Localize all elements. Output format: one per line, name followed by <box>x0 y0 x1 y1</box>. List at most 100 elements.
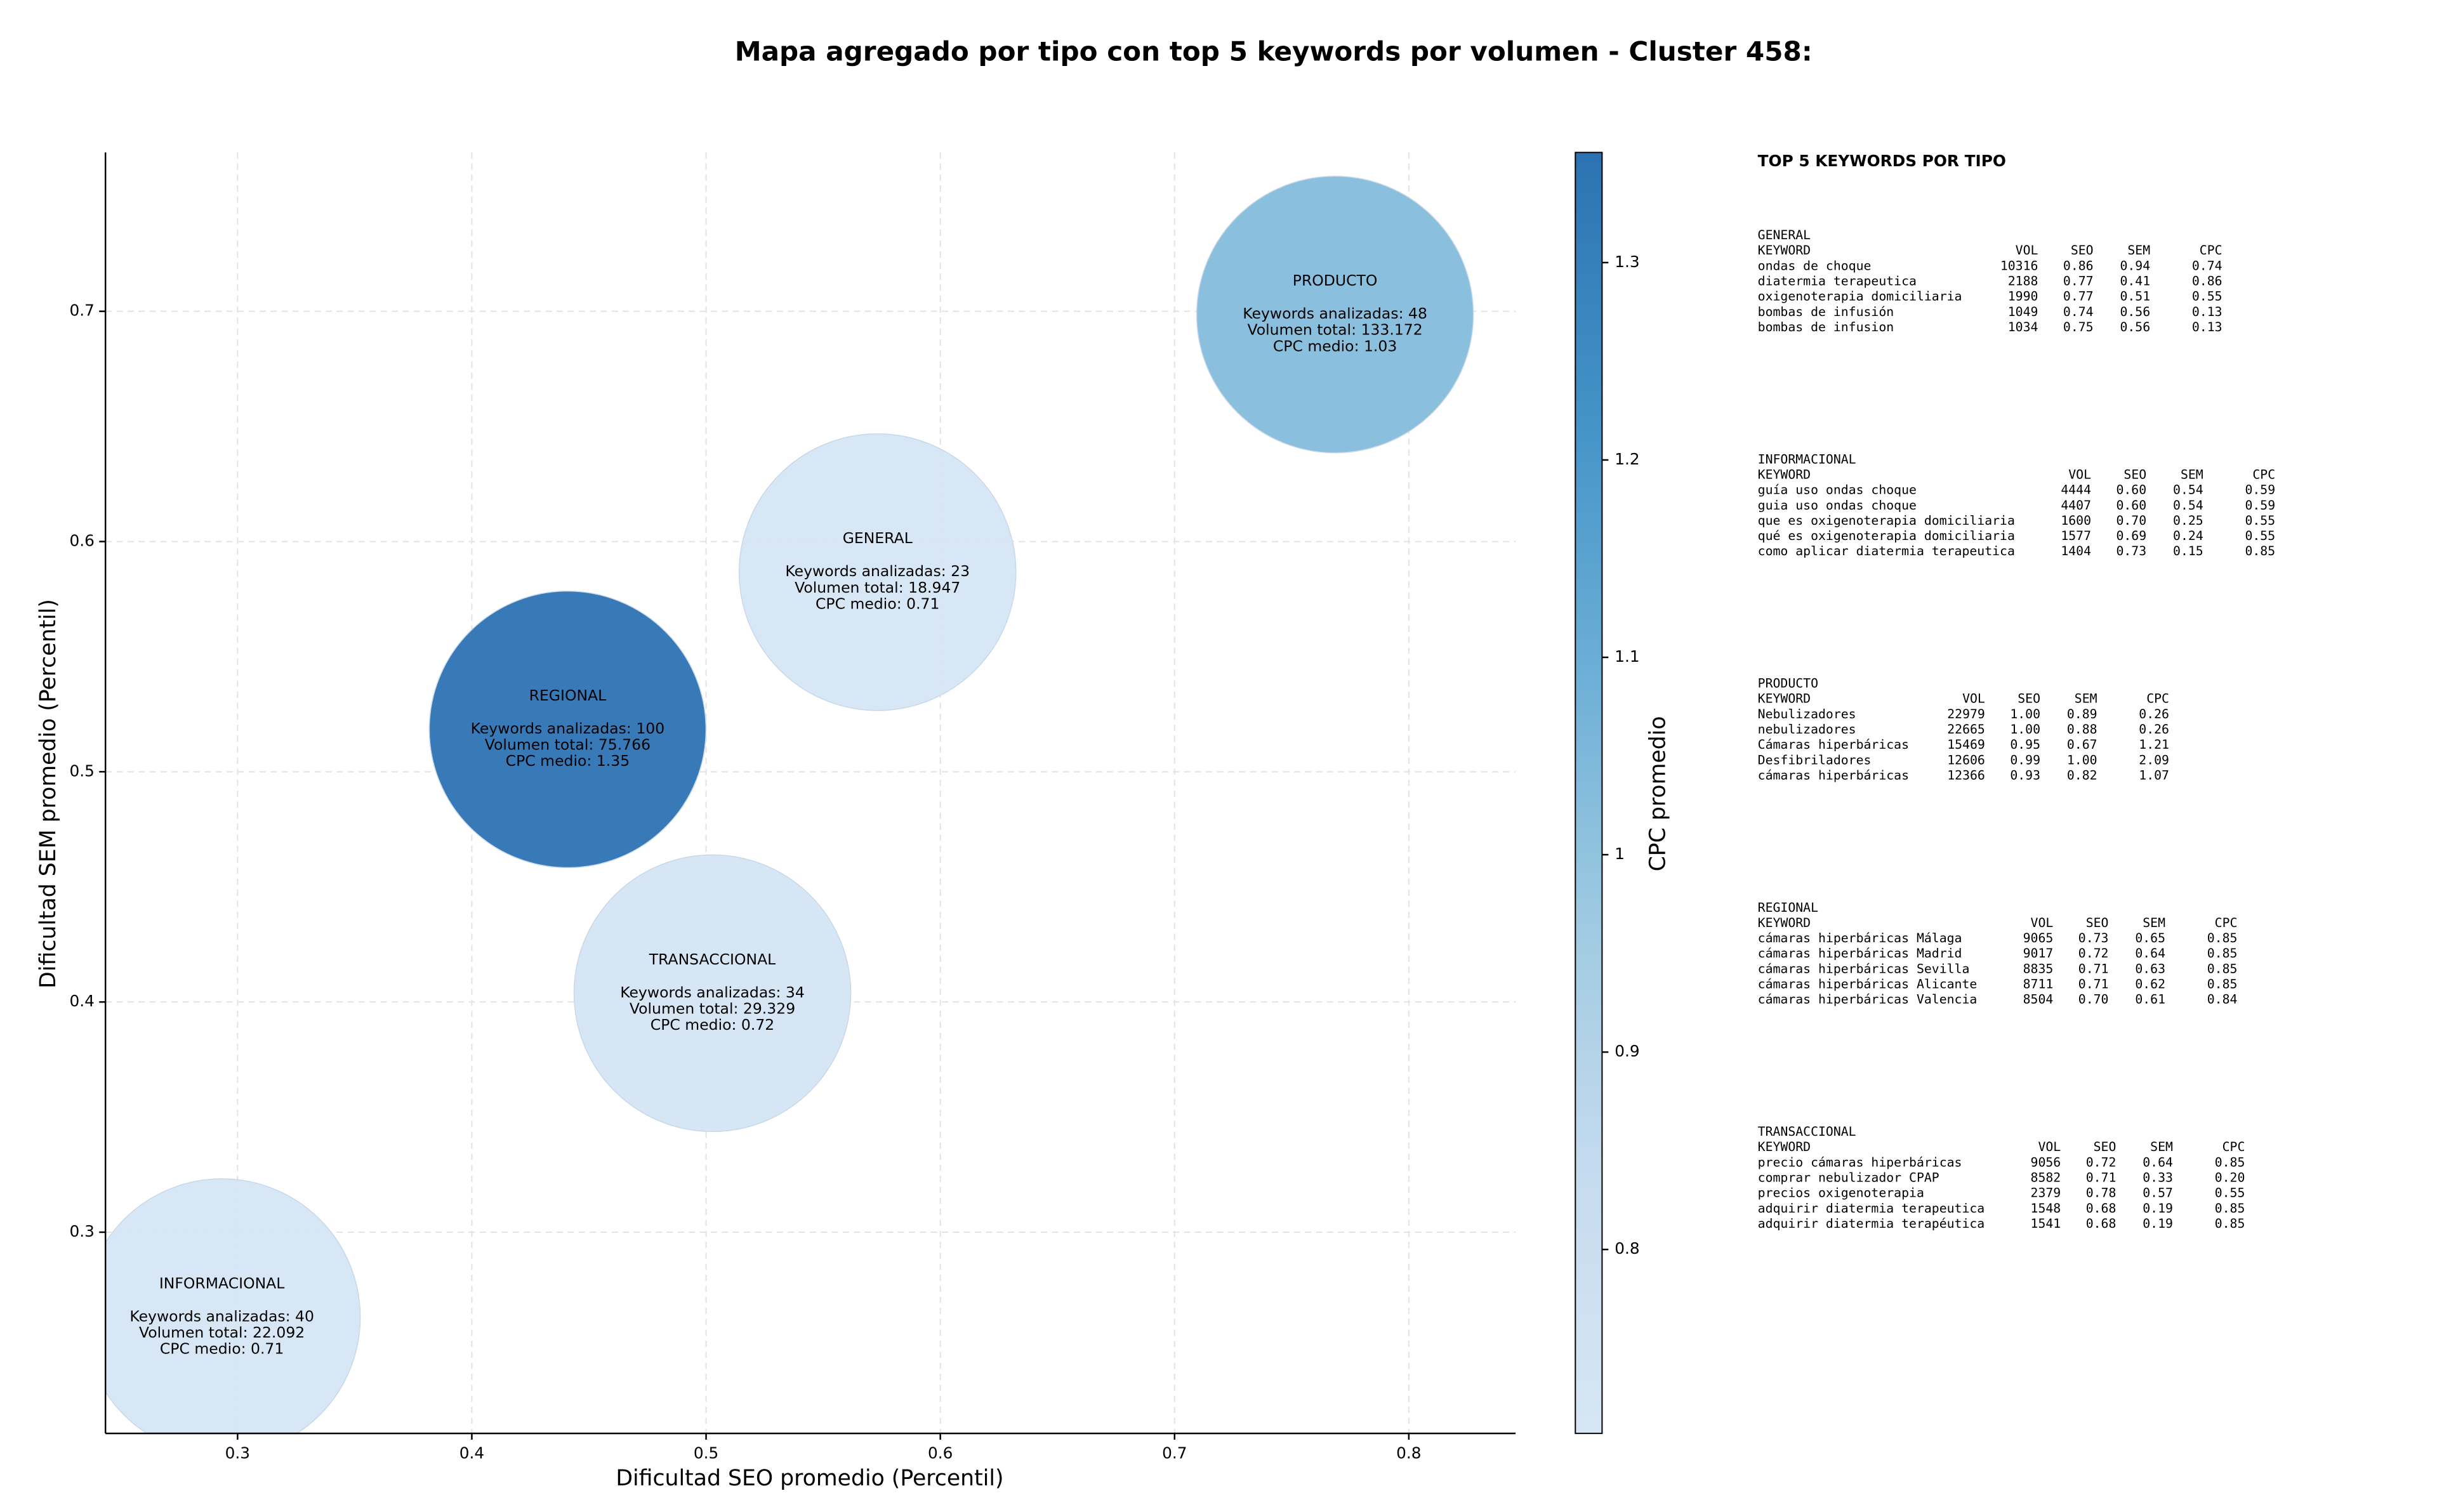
table-cell: cámaras hiperbáricas <box>1758 768 1909 782</box>
colorbar-tick-label: 1.3 <box>1615 253 1639 271</box>
table-cell: 9017 <box>2023 946 2054 961</box>
table-cell: 1.00 <box>2010 722 2040 737</box>
table-cell: 0.95 <box>2010 737 2040 752</box>
table-cell: 1.00 <box>2010 707 2040 721</box>
table-cell: 0.99 <box>2010 753 2040 767</box>
table-header: CPC <box>2200 243 2222 258</box>
table-header: VOL <box>2068 467 2091 482</box>
table-cell: 0.19 <box>2143 1201 2173 1216</box>
table-header: VOL <box>2038 1140 2061 1154</box>
x-tick-label: 0.3 <box>225 1443 250 1462</box>
bubble-name: TRANSACCIONAL <box>649 950 776 968</box>
table-header: VOL <box>2016 243 2038 258</box>
table-cell: como aplicar diatermia terapeutica <box>1758 544 2015 558</box>
bubble-text: CPC medio: 1.35 <box>506 752 630 770</box>
table-cell: 0.86 <box>2063 258 2094 273</box>
table-cell: 2.09 <box>2139 753 2169 767</box>
table-cell: cámaras hiperbáricas Málaga <box>1758 931 1962 945</box>
table-cell: 0.71 <box>2086 1170 2117 1185</box>
table-cell: 9065 <box>2023 931 2054 945</box>
table-cell: 2379 <box>2031 1186 2061 1200</box>
table-cell: comprar nebulizador CPAP <box>1758 1170 1939 1185</box>
axes: 0.3 0.4 0.5 0.6 0.7 0.8 0.3 0.4 0.5 0.6 0.7 <box>69 152 1516 1462</box>
table-cell: 1404 <box>2061 544 2091 558</box>
table-cell: diatermia terapeutica <box>1758 274 1917 289</box>
table-cell: 0.25 <box>2173 513 2203 528</box>
table-header: SEO <box>2071 243 2094 258</box>
bubble-name: PRODUCTO <box>1293 272 1378 289</box>
table-header: KEYWORD <box>1758 692 1811 706</box>
table-cell: 0.73 <box>2116 544 2146 558</box>
panel-title: TOP 5 KEYWORDS POR TIPO <box>1758 152 2006 170</box>
bubble <box>573 854 852 1133</box>
bubble <box>739 433 1017 711</box>
table-cell: 8582 <box>2031 1170 2061 1185</box>
bubble-name: INFORMACIONAL <box>159 1274 285 1292</box>
table-cell: 1.21 <box>2139 737 2169 752</box>
table-cell: 0.26 <box>2139 707 2169 721</box>
table-cell: ondas de choque <box>1758 258 1872 273</box>
table-cell: 0.59 <box>2245 498 2275 513</box>
table-cell: cámaras hiperbáricas Alicante <box>1758 977 1978 992</box>
bubble-text: Keywords analizadas: 34 <box>620 983 805 1001</box>
table-header: SEO <box>2086 916 2109 930</box>
table-cell: cámaras hiperbáricas Madrid <box>1758 946 1962 961</box>
table-cell: 1049 <box>2008 305 2038 319</box>
table-cell: 0.68 <box>2086 1201 2117 1216</box>
table-header: KEYWORD <box>1758 916 1811 930</box>
table-cell: 0.84 <box>2207 992 2238 1007</box>
table-cell: 0.13 <box>2192 305 2222 319</box>
table-cell: 0.54 <box>2173 498 2203 513</box>
table-cell: 8711 <box>2023 977 2054 992</box>
table-cell: 0.77 <box>2063 289 2094 304</box>
table-cell: 0.70 <box>2078 992 2109 1007</box>
table-cell: 0.85 <box>2215 1155 2245 1169</box>
table-header: SEO <box>2123 467 2146 482</box>
y-tick-label: 0.7 <box>69 301 94 320</box>
table-cell: 0.56 <box>2120 320 2150 334</box>
table-cell: cámaras hiperbáricas Valencia <box>1758 992 1978 1007</box>
bubble-text: Volumen total: 75.766 <box>485 736 651 754</box>
table-cell: 0.64 <box>2135 946 2165 961</box>
table-cell: 0.86 <box>2192 274 2222 289</box>
table-cell: precio cámaras hiperbáricas <box>1758 1155 1962 1169</box>
table-cell: 0.55 <box>2215 1186 2245 1200</box>
table-cell: adquirir diatermia terapéutica <box>1758 1216 1985 1231</box>
table-cell: 12366 <box>1947 768 1985 782</box>
colorbar-gradient <box>1575 152 1603 1435</box>
x-tick-label: 0.7 <box>1162 1443 1187 1462</box>
table-cell: 0.19 <box>2143 1216 2173 1231</box>
table-cell: 1.07 <box>2139 768 2169 782</box>
table-header: SEO <box>2018 692 2040 706</box>
table-cell: 10316 <box>2000 258 2038 273</box>
table-cell: 0.55 <box>2245 513 2275 528</box>
table-cell: 0.33 <box>2143 1170 2173 1185</box>
x-tick-label: 0.8 <box>1396 1443 1421 1462</box>
colorbar-label: CPC promedio <box>1646 716 1671 871</box>
chart-title: Mapa agregado por tipo con top 5 keyword… <box>735 36 1813 67</box>
table-cell: 1541 <box>2031 1216 2061 1231</box>
table-cell: qué es oxigenoterapia domiciliaria <box>1758 529 2015 543</box>
table-header: KEYWORD <box>1758 1140 1811 1154</box>
table-cell: 0.85 <box>2215 1216 2245 1231</box>
table-cell: 12606 <box>1947 753 1985 767</box>
table-header: SEM <box>2181 467 2203 482</box>
table-cell: 8504 <box>2023 992 2054 1007</box>
table-cell: 0.74 <box>2192 258 2222 273</box>
table-cell: 0.77 <box>2063 274 2094 289</box>
table-cell: 0.64 <box>2143 1155 2173 1169</box>
table-cell: 0.85 <box>2245 544 2275 558</box>
table-cell: 0.59 <box>2245 483 2275 497</box>
table-cell: 1034 <box>2008 320 2038 334</box>
table-cell: que es oxigenoterapia domiciliaria <box>1758 513 2015 528</box>
table-cell: 0.55 <box>2192 289 2222 304</box>
table-cell: 0.85 <box>2215 1201 2245 1216</box>
table-cell: 0.94 <box>2120 258 2150 273</box>
table-cell: 15469 <box>1947 737 1985 752</box>
x-tick-label: 0.5 <box>694 1443 718 1462</box>
table-cell: 0.24 <box>2173 529 2203 543</box>
table-cell: 0.20 <box>2215 1170 2245 1185</box>
x-tick-label: 0.4 <box>459 1443 484 1462</box>
y-tick-label: 0.5 <box>69 761 94 780</box>
